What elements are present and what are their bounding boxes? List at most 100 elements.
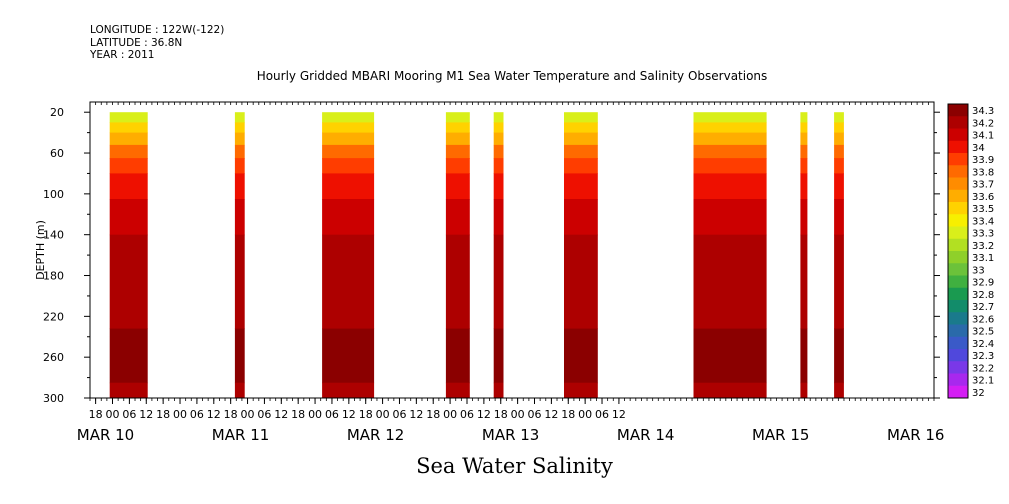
colorbar-label: 33.8 <box>972 167 994 178</box>
colorbar-label: 32.3 <box>972 351 994 362</box>
colorbar-swatch <box>948 140 968 154</box>
x-tick-label: 00 <box>173 408 187 421</box>
salinity-band <box>800 199 808 236</box>
x-tick-label: 18 <box>224 408 238 421</box>
colorbar-swatch <box>948 263 968 276</box>
colorbar-label: 33.4 <box>972 216 994 227</box>
colorbar-swatch <box>948 324 968 338</box>
x-tick-label: 06 <box>122 408 136 421</box>
salinity-band <box>693 132 767 146</box>
salinity-band <box>564 132 598 146</box>
salinity-band <box>564 234 598 330</box>
salinity-band <box>693 382 767 399</box>
colorbar-label: 34.3 <box>972 106 994 117</box>
colorbar-label: 32.7 <box>972 302 994 313</box>
latitude-label: LATITUDE : 36.8N <box>90 36 183 49</box>
colorbar-swatch <box>948 128 968 142</box>
salinity-band <box>322 328 375 384</box>
colorbar-swatch <box>948 177 968 191</box>
colorbar-label: 33.7 <box>972 180 994 191</box>
colorbar-label: 32.8 <box>972 290 994 301</box>
salinity-band <box>445 132 470 146</box>
salinity-band <box>493 199 504 236</box>
x-day-label: MAR 10 <box>77 426 134 444</box>
colorbar-swatch <box>948 214 968 227</box>
y-tick-label: 300 <box>43 392 64 405</box>
x-tick-label: 06 <box>595 408 609 421</box>
x-tick-label: 00 <box>443 408 457 421</box>
colorbar-label: 33.6 <box>972 192 994 203</box>
salinity-band <box>109 144 148 159</box>
salinity-band <box>109 173 148 200</box>
salinity-band <box>445 122 470 134</box>
colorbar-label: 33.1 <box>972 253 994 264</box>
y-axis-label: DEPTH (m) <box>34 220 47 280</box>
colorbar-label: 32.1 <box>972 376 994 387</box>
salinity-band <box>445 158 470 174</box>
salinity-band <box>493 382 504 399</box>
x-tick-label: 00 <box>578 408 592 421</box>
salinity-band <box>445 328 470 384</box>
observation-segment <box>445 112 470 399</box>
observation-segment <box>693 112 767 399</box>
salinity-band <box>445 199 470 236</box>
observation-segment <box>800 112 808 399</box>
colorbar-label: 33.9 <box>972 155 994 166</box>
x-tick-label: 00 <box>511 408 525 421</box>
colorbar-label: 32.5 <box>972 327 994 338</box>
salinity-band <box>493 132 504 146</box>
salinity-band <box>493 173 504 200</box>
x-tick-label: 18 <box>494 408 508 421</box>
salinity-band <box>445 234 470 330</box>
salinity-band <box>834 132 844 146</box>
y-tick-label: 20 <box>50 106 64 119</box>
colorbar-swatch <box>948 361 968 374</box>
x-day-label: MAR 12 <box>347 426 404 444</box>
salinity-band <box>564 158 598 174</box>
x-tick-label: 18 <box>291 408 305 421</box>
salinity-band <box>800 158 808 174</box>
x-tick-label: 00 <box>241 408 255 421</box>
salinity-band <box>445 173 470 200</box>
salinity-band <box>234 112 245 123</box>
colorbar-label: 34.2 <box>972 118 994 129</box>
colorbar-label: 32.4 <box>972 339 994 350</box>
salinity-band <box>493 158 504 174</box>
salinity-band <box>834 173 844 200</box>
colorbar-swatch <box>948 104 968 117</box>
y-tick-label: 140 <box>43 229 64 242</box>
colorbar-swatch <box>948 202 968 215</box>
colorbar-label: 33.5 <box>972 204 994 215</box>
colorbar-swatch <box>948 153 968 166</box>
observation-segment <box>109 112 148 399</box>
x-tick-label: 18 <box>89 408 103 421</box>
salinity-band <box>800 112 808 123</box>
salinity-band <box>834 199 844 236</box>
y-tick-label: 100 <box>43 188 64 201</box>
colorbar-label: 33 <box>972 265 985 276</box>
salinity-band <box>493 122 504 134</box>
colorbar-label: 33.2 <box>972 241 994 252</box>
colorbar-swatch <box>948 116 968 129</box>
salinity-band <box>109 382 148 399</box>
colorbar-frame <box>947 103 969 399</box>
x-day-label: MAR 15 <box>752 426 809 444</box>
salinity-band <box>493 144 504 159</box>
salinity-band <box>322 158 375 174</box>
salinity-band <box>322 122 375 134</box>
x-tick-label: 00 <box>376 408 390 421</box>
chart-title: Hourly Gridded MBARI Mooring M1 Sea Wate… <box>256 69 768 83</box>
salinity-band <box>322 132 375 146</box>
colorbar-label: 32.6 <box>972 314 994 325</box>
colorbar-swatch <box>948 349 968 362</box>
x-tick-label: 12 <box>477 408 491 421</box>
x-tick-label: 06 <box>392 408 406 421</box>
salinity-band <box>109 122 148 134</box>
salinity-band <box>693 173 767 200</box>
x-tick-label: 18 <box>156 408 170 421</box>
colorbar-swatch <box>948 300 968 313</box>
salinity-band <box>564 112 598 123</box>
salinity-band <box>800 132 808 146</box>
salinity-band <box>564 328 598 384</box>
observation-segment <box>564 112 598 399</box>
